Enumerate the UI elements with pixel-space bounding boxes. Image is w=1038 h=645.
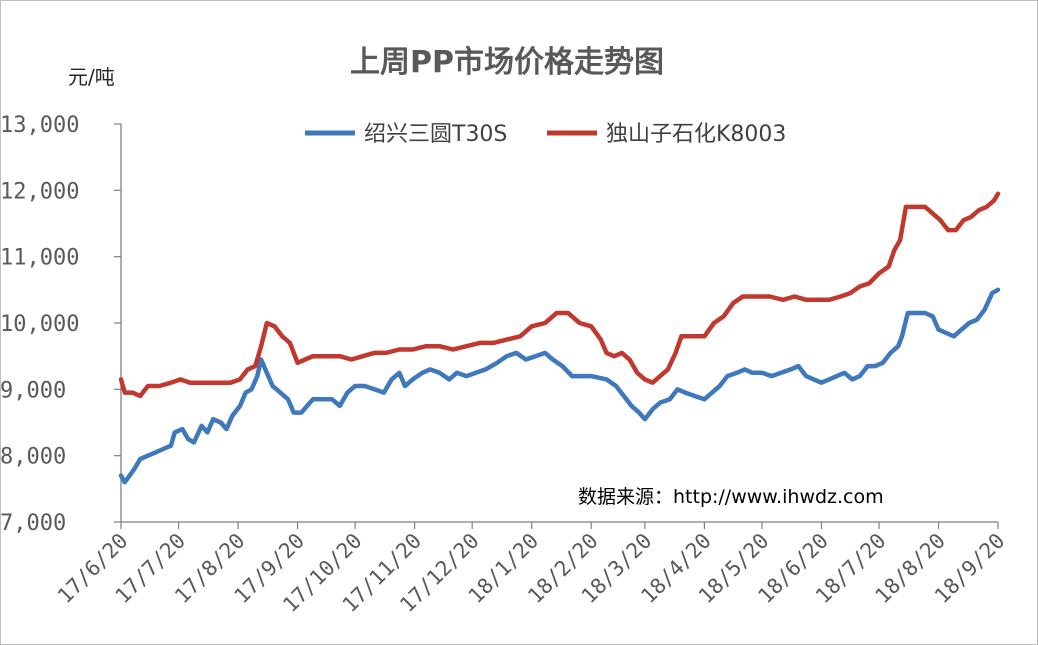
legend-label-1: 独山子石化K8003 bbox=[606, 122, 786, 147]
y-tick-label: 8,000 bbox=[0, 445, 66, 470]
y-tick-label: 12,000 bbox=[0, 179, 79, 204]
y-tick-label: 11,000 bbox=[0, 246, 79, 271]
source-note: 数据来源：http://www.ihwdz.com bbox=[578, 486, 884, 508]
y-tick-label: 10,000 bbox=[0, 312, 79, 337]
series-lines bbox=[118, 191, 1001, 485]
legend: 绍兴三圆T30S 独山子石化K8003 bbox=[305, 122, 786, 147]
y-tick-label: 9,000 bbox=[0, 378, 66, 403]
y-axis-ticks: 7,000 8,000 9,000 10,000 11,000 12,000 13,000 bbox=[0, 113, 121, 536]
y-axis-unit-label: 元/吨 bbox=[68, 65, 115, 89]
x-axis-ticks: 17/6/2017/7/2017/8/2017/9/2017/10/2017/1… bbox=[53, 522, 1010, 617]
legend-label-0: 绍兴三圆T30S bbox=[364, 122, 507, 147]
axes bbox=[120, 124, 998, 523]
series-line-1 bbox=[118, 191, 1001, 399]
chart-title: 上周PP市场价格走势图 bbox=[350, 45, 664, 80]
y-tick-label: 13,000 bbox=[0, 113, 79, 138]
y-tick-label: 7,000 bbox=[0, 511, 66, 536]
series-line-0 bbox=[118, 287, 1001, 485]
